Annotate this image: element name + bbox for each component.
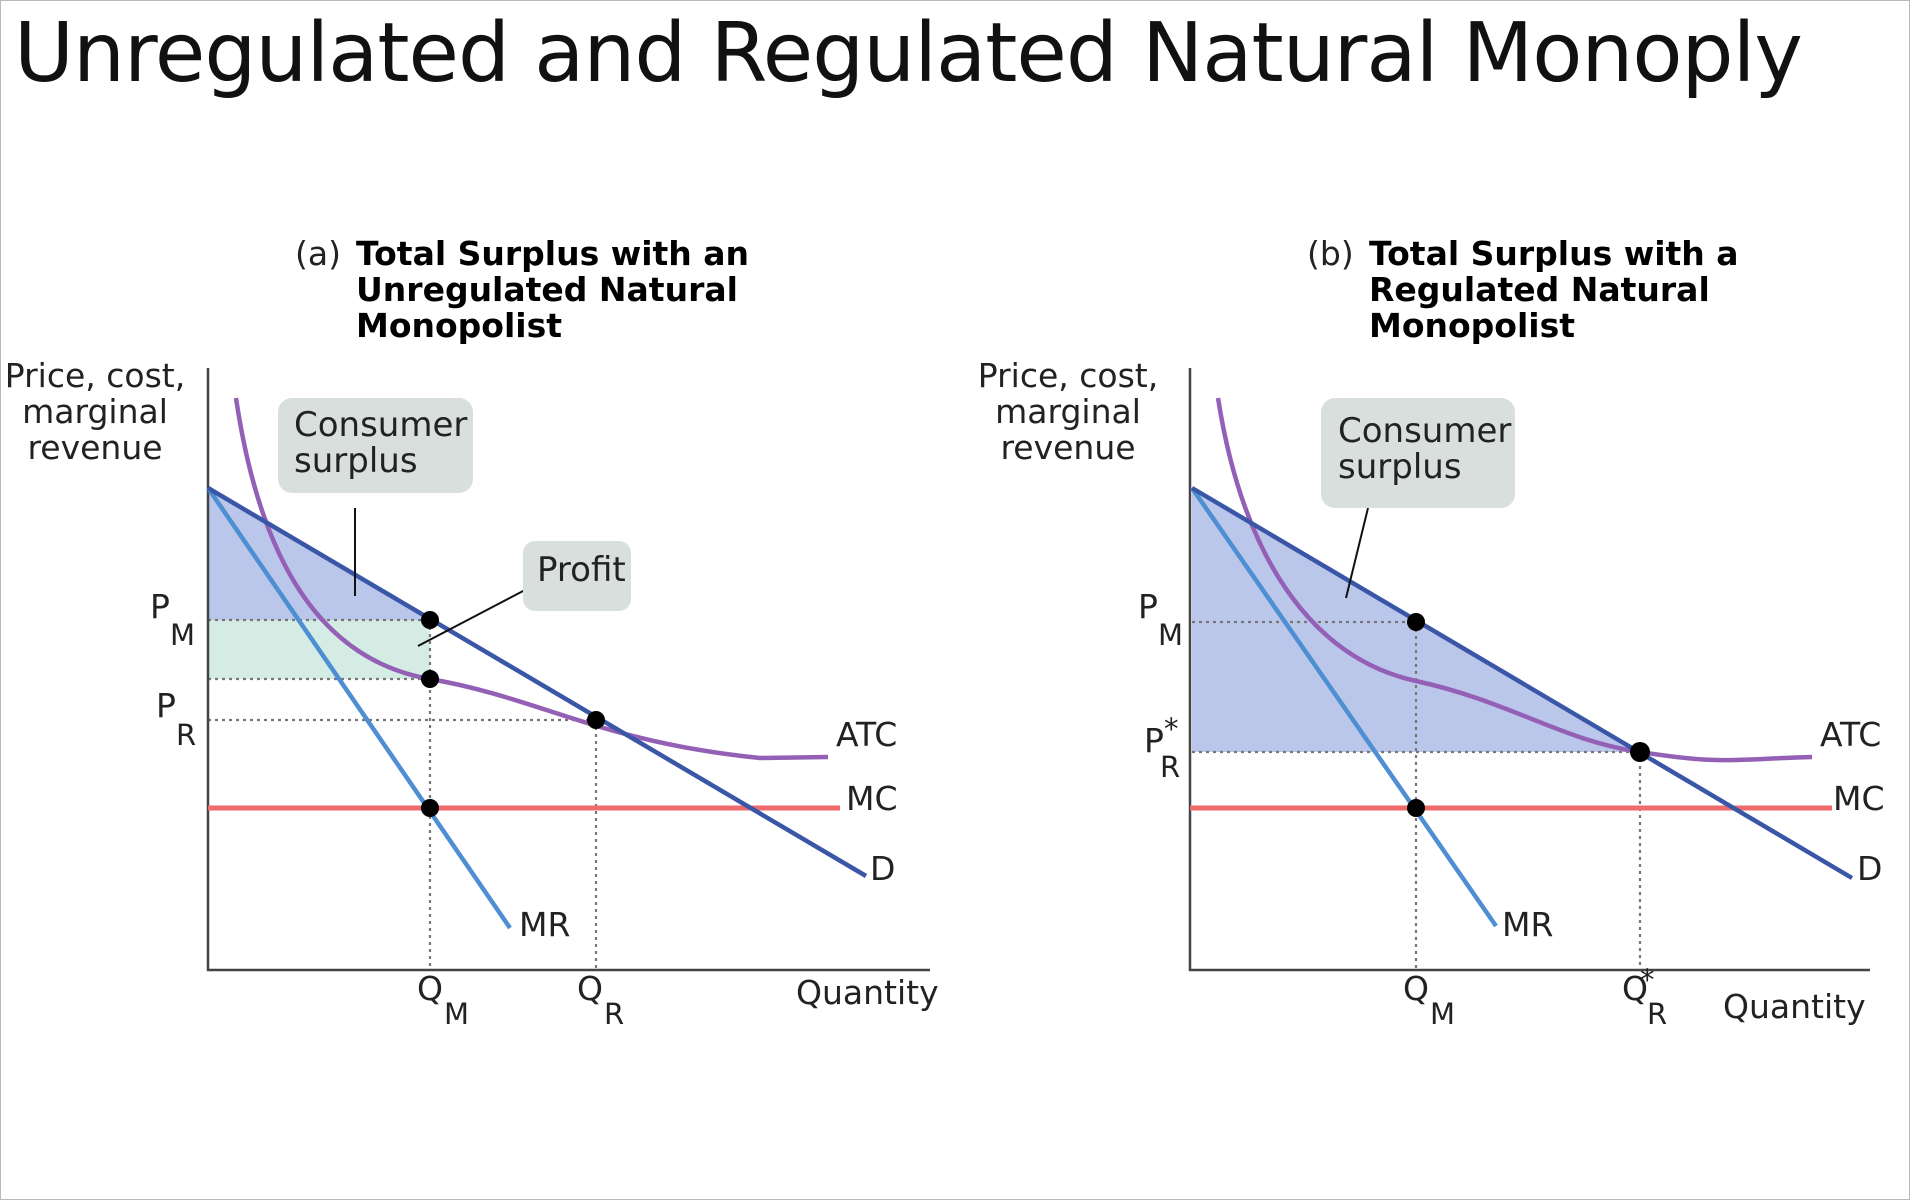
label-qm-sub-b: M bbox=[1430, 997, 1455, 1031]
point-regulated-price-b bbox=[1630, 742, 1650, 762]
panel-b-title-line1: Total Surplus with a bbox=[1369, 234, 1739, 273]
y-axis-label-a-line2: marginal bbox=[22, 392, 168, 431]
axes-a bbox=[206, 368, 930, 972]
point-regulated-price-a bbox=[587, 711, 605, 729]
consumer-surplus-callout-b-line1: Consumer bbox=[1338, 411, 1511, 451]
label-pm-sub-b: M bbox=[1158, 618, 1183, 652]
label-pr-sub-b: R bbox=[1160, 750, 1180, 784]
label-qr-sub-a: R bbox=[604, 997, 624, 1031]
consumer-surplus-callout-a bbox=[278, 398, 473, 493]
point-monopoly-price-b bbox=[1407, 613, 1425, 631]
label-qr-sub-b: R bbox=[1647, 997, 1667, 1031]
panel-a-prefix: (a) bbox=[295, 234, 341, 273]
profit-callout-a bbox=[523, 541, 631, 611]
label-pr-main-a: P bbox=[156, 686, 176, 725]
x-axis-label-b: Quantity bbox=[1723, 987, 1866, 1026]
panel-a-title-line2: Unregulated Natural bbox=[356, 270, 738, 309]
point-atc-at-qm-a bbox=[421, 670, 439, 688]
label-qm-main-a: Q bbox=[417, 969, 443, 1008]
consumer-surplus-callout-a-line2: surplus bbox=[294, 441, 418, 481]
atc-curve-b bbox=[1215, 397, 1813, 763]
label-qr-main-a: Q bbox=[577, 969, 603, 1008]
demand-curve-a bbox=[206, 486, 868, 878]
label-pr-sup-b: * bbox=[1164, 712, 1179, 746]
mr-curve-b bbox=[1190, 486, 1498, 928]
panel-a-title-line3: Monopolist bbox=[356, 306, 562, 345]
panel-b-prefix: (b) bbox=[1307, 234, 1354, 273]
panel-a-title-line1: Total Surplus with an bbox=[356, 234, 749, 273]
y-axis-label-b-line1: Price, cost, bbox=[978, 356, 1158, 395]
x-axis-label-a: Quantity bbox=[796, 973, 939, 1012]
point-mr-equals-mc-a bbox=[421, 799, 439, 817]
y-axis-label-a-line3: revenue bbox=[27, 428, 162, 467]
label-qr-main-b: Q bbox=[1622, 969, 1648, 1008]
label-d-b: D bbox=[1857, 849, 1882, 888]
slide-title: Unregulated and Regulated Natural Monopl… bbox=[14, 6, 1803, 101]
label-pm-main-b: P bbox=[1138, 587, 1158, 626]
label-pm-main-a: P bbox=[150, 587, 170, 626]
label-mc-b: MC bbox=[1833, 779, 1885, 818]
consumer-surplus-callout-a-line1: Consumer bbox=[294, 405, 467, 445]
label-qm-sub-a: M bbox=[444, 997, 469, 1031]
consumer-surplus-callout-b bbox=[1321, 398, 1515, 508]
label-mr-b: MR bbox=[1502, 905, 1553, 944]
label-atc-b: ATC bbox=[1820, 715, 1881, 754]
label-mc-a: MC bbox=[846, 779, 898, 818]
label-pr-main-b: P bbox=[1144, 721, 1164, 760]
point-mr-equals-mc-b bbox=[1407, 799, 1425, 817]
consumer-surplus-callout-b-line2: surplus bbox=[1338, 447, 1462, 487]
panel-b-title-line3: Monopolist bbox=[1369, 306, 1575, 345]
panel-b-title-line2: Regulated Natural bbox=[1369, 270, 1710, 309]
y-axis-label-b-line2: marginal bbox=[995, 392, 1141, 431]
y-axis-label-b-line3: revenue bbox=[1000, 428, 1135, 467]
mr-curve-a bbox=[206, 486, 512, 930]
label-qr-sup-b: * bbox=[1640, 963, 1655, 997]
y-axis-label-a-line1: Price, cost, bbox=[5, 356, 185, 395]
axes-b bbox=[1188, 368, 1870, 972]
label-d-a: D bbox=[870, 849, 895, 888]
demand-curve-b bbox=[1190, 486, 1854, 880]
label-atc-a: ATC bbox=[836, 715, 897, 754]
point-monopoly-price-a bbox=[421, 611, 439, 629]
label-mr-a: MR bbox=[519, 905, 570, 944]
label-pr-sub-a: R bbox=[176, 718, 196, 752]
profit-callout-a-text: Profit bbox=[537, 550, 626, 590]
label-qm-main-b: Q bbox=[1403, 969, 1429, 1008]
label-pm-sub-a: M bbox=[170, 618, 195, 652]
